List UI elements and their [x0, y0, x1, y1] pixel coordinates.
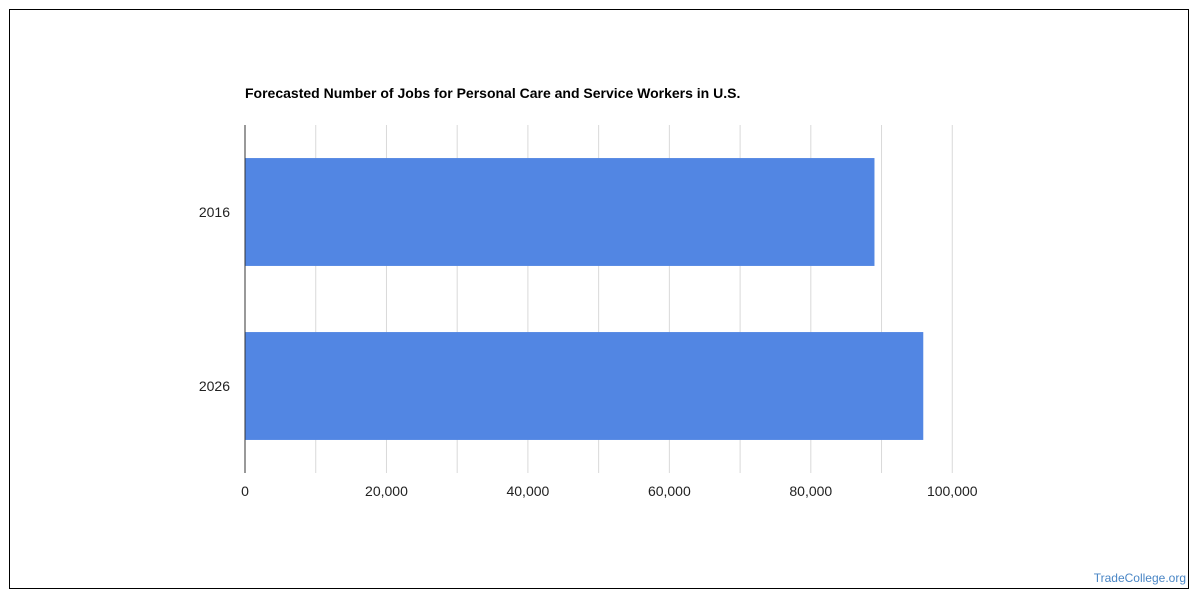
x-tick-label: 100,000 [927, 483, 978, 499]
chart-title: Forecasted Number of Jobs for Personal C… [245, 85, 741, 101]
x-tick-label: 80,000 [789, 483, 832, 499]
bar-2016[interactable] [245, 158, 875, 266]
x-tick-label: 20,000 [365, 483, 408, 499]
axis-labels: 2016 2026 0 20,000 40,000 60,000 80,000 100,000 [199, 204, 978, 499]
source-watermark[interactable]: TradeCollege.org [1093, 571, 1186, 585]
x-tick-label: 60,000 [648, 483, 691, 499]
bars [245, 158, 924, 440]
y-tick-label: 2016 [199, 204, 230, 220]
x-tick-label: 40,000 [506, 483, 549, 499]
x-tick-label: 0 [241, 483, 249, 499]
y-tick-label: 2026 [199, 378, 230, 394]
bar-2026[interactable] [245, 332, 924, 440]
